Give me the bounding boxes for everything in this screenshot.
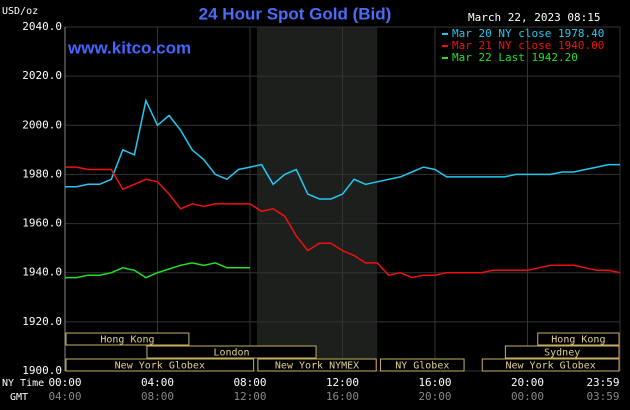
x-tick-label: 20:00: [511, 376, 544, 389]
session-label: New York NYMEX: [275, 361, 359, 372]
x-tick-label: 23:59: [586, 376, 619, 389]
highlight-band: [256, 27, 378, 371]
x2-tick-label: 00:00: [511, 390, 544, 403]
session-bar: [481, 358, 620, 372]
x2-tick-label: 16:00: [326, 390, 359, 403]
x2-tick-label: 04:00: [48, 390, 81, 403]
session-label: New York Globex: [115, 361, 205, 372]
x2-axis-label: GMT: [10, 392, 28, 403]
session-bar: [257, 358, 377, 372]
x-tick-label: 16:00: [418, 376, 451, 389]
session-label: NY Globex: [395, 361, 449, 372]
x-tick-label: 04:00: [141, 376, 174, 389]
y-tick-label: 2000.0: [22, 118, 62, 131]
session-bar: [504, 345, 620, 359]
x2-tick-label: 20:00: [418, 390, 451, 403]
session-label: Hong Kong: [551, 335, 605, 346]
y-tick-label: 1940.0: [22, 266, 62, 279]
session-bar: [65, 332, 190, 346]
series-line: [65, 262, 250, 279]
chart-title: 24 Hour Spot Gold (Bid): [199, 4, 392, 23]
y-tick-label: 2020.0: [22, 69, 62, 82]
session-bar: [380, 358, 465, 372]
y-tick-label: 1960.0: [22, 217, 62, 230]
x-axis-label: NY Time: [2, 378, 44, 389]
y-tick-label: 1920.0: [22, 315, 62, 328]
session-label: Sydney: [544, 348, 580, 359]
x-tick-label: 08:00: [233, 376, 266, 389]
series-line: [65, 166, 621, 279]
y-tick-label: 1900.0: [22, 364, 62, 377]
x2-tick-label: 12:00: [233, 390, 266, 403]
x-tick-label: 00:00: [48, 376, 81, 389]
session-bar: [537, 332, 620, 346]
y-axis-label: USD/oz: [2, 6, 38, 17]
y-tick-label: 1980.0: [22, 167, 62, 180]
date-stamp: March 22, 2023 08:15: [468, 11, 600, 24]
legend-label: Mar 22 Last 1942.20: [452, 51, 578, 64]
source-label: www.kitco.com: [67, 38, 191, 57]
legend-label: Mar 21 NY close 1940.00: [452, 39, 604, 52]
legend-label: Mar 20 NY close 1978.40: [452, 27, 604, 40]
session-bar: [65, 358, 255, 372]
session-label: London: [213, 348, 249, 359]
y-tick-label: 2040.0: [22, 20, 62, 33]
x2-tick-label: 08:00: [141, 390, 174, 403]
session-label: Hong Kong: [100, 335, 154, 346]
x-tick-label: 12:00: [326, 376, 359, 389]
series-line: [65, 98, 620, 200]
session-bar: [146, 345, 317, 359]
x2-tick-label: 03:59: [586, 390, 619, 403]
session-label: New York Globex: [505, 361, 595, 372]
